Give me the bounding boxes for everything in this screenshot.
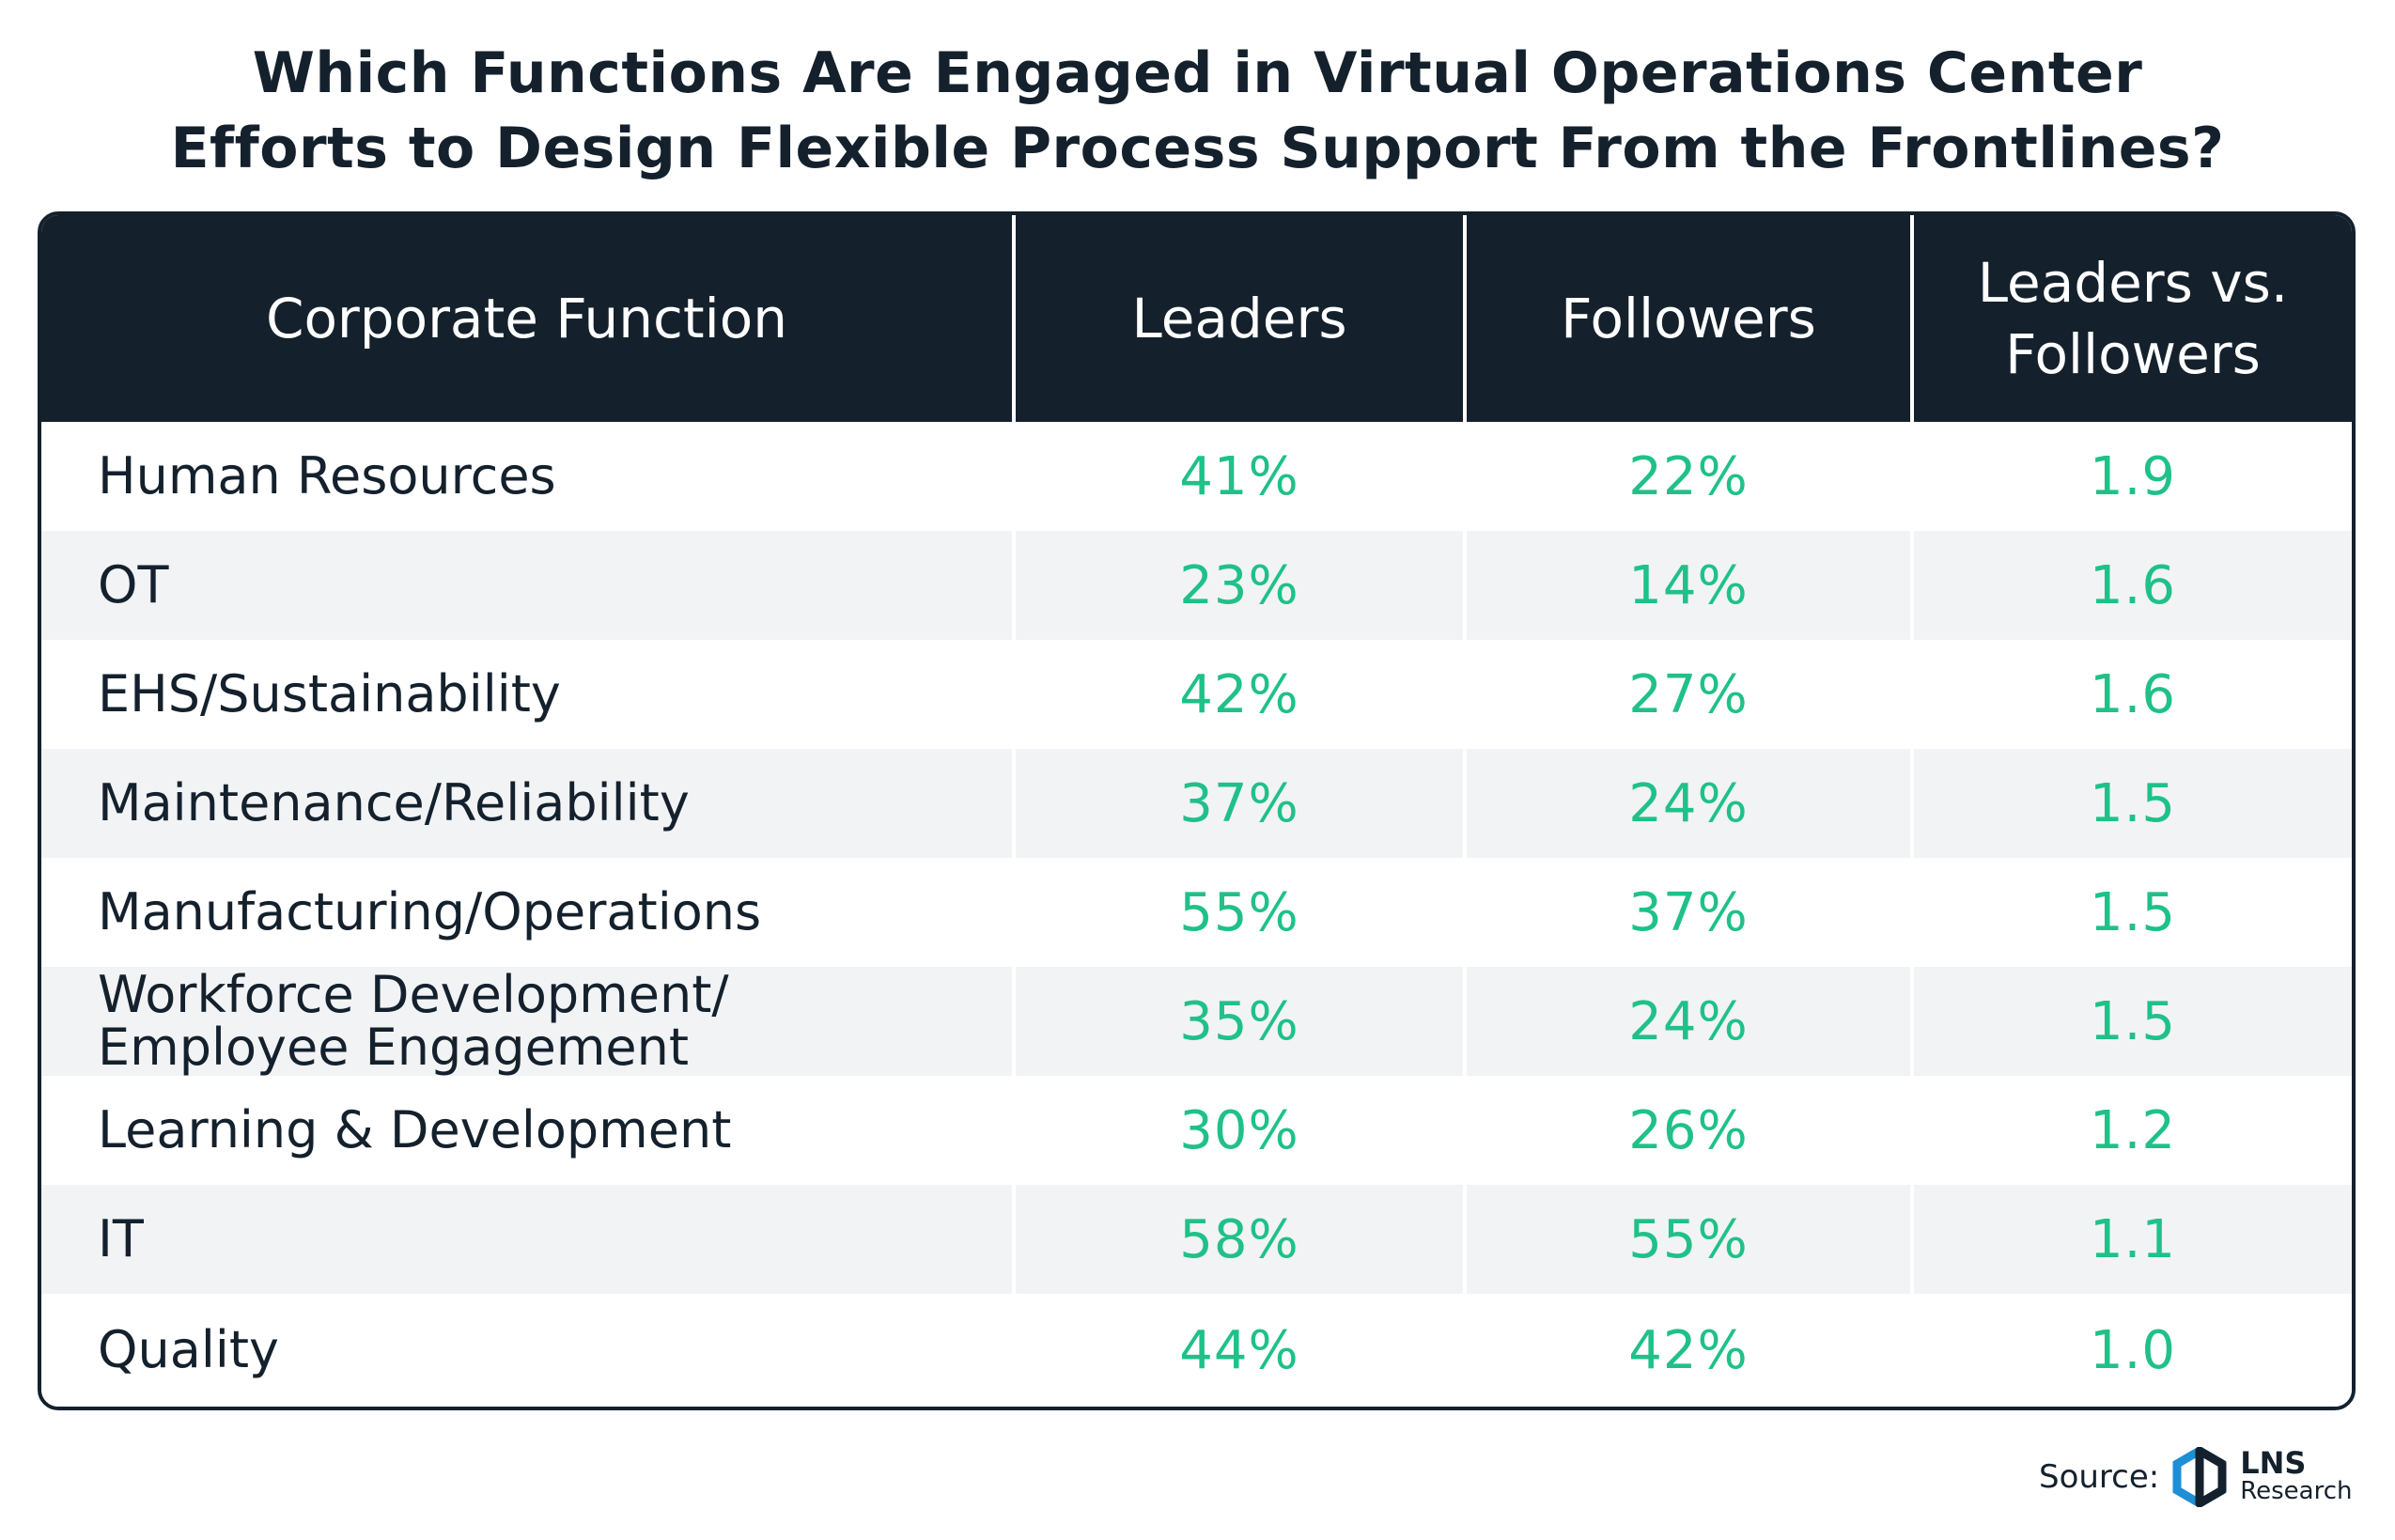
leaders-value: 42% bbox=[1179, 663, 1299, 725]
row-background bbox=[41, 640, 1012, 749]
row-background bbox=[41, 858, 1012, 967]
function-label: IT bbox=[98, 1209, 144, 1268]
row-background bbox=[1016, 640, 1463, 749]
ratio-value: 1.2 bbox=[2089, 1099, 2177, 1161]
ratio-value: 1.0 bbox=[2089, 1319, 2177, 1381]
row-background bbox=[1914, 967, 2352, 1076]
row-background bbox=[1914, 749, 2352, 858]
row-background bbox=[1467, 967, 1910, 1076]
row-background bbox=[41, 749, 1012, 858]
row-background bbox=[1016, 858, 1463, 967]
leaders-value: 55% bbox=[1179, 881, 1299, 943]
row-background bbox=[1467, 640, 1910, 749]
function-label: Workforce Development/ Employee Engageme… bbox=[98, 965, 729, 1077]
function-label: Maintenance/Reliability bbox=[98, 773, 690, 832]
row-background bbox=[1016, 967, 1463, 1076]
leaders-value: 30% bbox=[1179, 1099, 1299, 1161]
row-background bbox=[1016, 749, 1463, 858]
row-background bbox=[41, 1294, 1012, 1407]
row-background bbox=[41, 531, 1012, 640]
followers-value: 14% bbox=[1628, 554, 1749, 616]
column-header-2: Leaders bbox=[1016, 215, 1463, 422]
function-label: Manufacturing/Operations bbox=[98, 882, 762, 941]
followers-value: 24% bbox=[1628, 772, 1749, 834]
leaders-value: 35% bbox=[1179, 990, 1299, 1052]
chart-title: Which Functions Are Engaged in Virtual O… bbox=[0, 36, 2395, 186]
row-background bbox=[41, 422, 1012, 531]
function-label: OT bbox=[98, 555, 169, 614]
followers-value: 27% bbox=[1628, 663, 1749, 725]
row-background bbox=[1914, 422, 2352, 531]
row-background bbox=[1016, 1185, 1463, 1294]
followers-value: 24% bbox=[1628, 990, 1749, 1052]
source-label: Source: bbox=[2039, 1458, 2160, 1496]
ratio-value: 1.6 bbox=[2089, 663, 2177, 725]
row-background bbox=[1467, 749, 1910, 858]
row-background bbox=[41, 1185, 1012, 1294]
column-header-3: Followers bbox=[1467, 215, 1910, 422]
row-background bbox=[1914, 858, 2352, 967]
row-background bbox=[1914, 531, 2352, 640]
row-background bbox=[1467, 422, 1910, 531]
column-header-4: Leaders vs. Followers bbox=[1914, 215, 2352, 422]
ratio-value: 1.5 bbox=[2089, 990, 2177, 1052]
leaders-value: 41% bbox=[1179, 445, 1299, 507]
lns-hexagon-icon bbox=[2172, 1447, 2227, 1507]
row-background bbox=[1914, 640, 2352, 749]
data-table: Corporate Function Leaders Followers Leader… bbox=[38, 211, 2356, 1410]
logo-sub: Research bbox=[2240, 1477, 2353, 1505]
row-background bbox=[1467, 531, 1910, 640]
ratio-value: 1.5 bbox=[2089, 881, 2177, 943]
ratio-value: 1.9 bbox=[2089, 445, 2177, 507]
followers-value: 42% bbox=[1628, 1319, 1749, 1381]
function-label: Quality bbox=[98, 1320, 279, 1379]
followers-value: 37% bbox=[1628, 881, 1749, 943]
row-background bbox=[1016, 422, 1463, 531]
row-background bbox=[41, 967, 1012, 1076]
function-label: Human Resources bbox=[98, 446, 556, 506]
chart-title-line-2: Efforts to Design Flexible Process Suppo… bbox=[170, 116, 2225, 181]
leaders-value: 58% bbox=[1179, 1208, 1299, 1270]
source-credit: Source: LNS Research bbox=[2039, 1447, 2353, 1507]
row-background bbox=[1914, 1076, 2352, 1185]
leaders-value: 37% bbox=[1179, 772, 1299, 834]
row-background bbox=[1467, 1294, 1910, 1407]
row-background bbox=[1016, 531, 1463, 640]
function-label: Learning & Development bbox=[98, 1100, 732, 1159]
lns-logo-text: LNS Research bbox=[2240, 1445, 2353, 1505]
ratio-value: 1.6 bbox=[2089, 554, 2177, 616]
ratio-value: 1.1 bbox=[2089, 1208, 2177, 1270]
column-header-1: Corporate Function bbox=[41, 215, 1012, 422]
row-background bbox=[1016, 1076, 1463, 1185]
followers-value: 22% bbox=[1628, 445, 1749, 507]
row-background bbox=[1914, 1294, 2352, 1407]
function-label: EHS/Sustainability bbox=[98, 664, 561, 723]
row-background bbox=[1016, 1294, 1463, 1407]
row-background bbox=[1467, 858, 1910, 967]
leaders-value: 44% bbox=[1179, 1319, 1299, 1381]
leaders-value: 23% bbox=[1179, 554, 1299, 616]
logo-brand: LNS bbox=[2240, 1445, 2307, 1481]
row-background bbox=[41, 1076, 1012, 1185]
row-background bbox=[1467, 1185, 1910, 1294]
followers-value: 55% bbox=[1628, 1208, 1749, 1270]
row-background bbox=[1467, 1076, 1910, 1185]
row-background bbox=[1914, 1185, 2352, 1294]
ratio-value: 1.5 bbox=[2089, 772, 2177, 834]
chart-title-line-1: Which Functions Are Engaged in Virtual O… bbox=[252, 40, 2143, 106]
followers-value: 26% bbox=[1628, 1099, 1749, 1161]
